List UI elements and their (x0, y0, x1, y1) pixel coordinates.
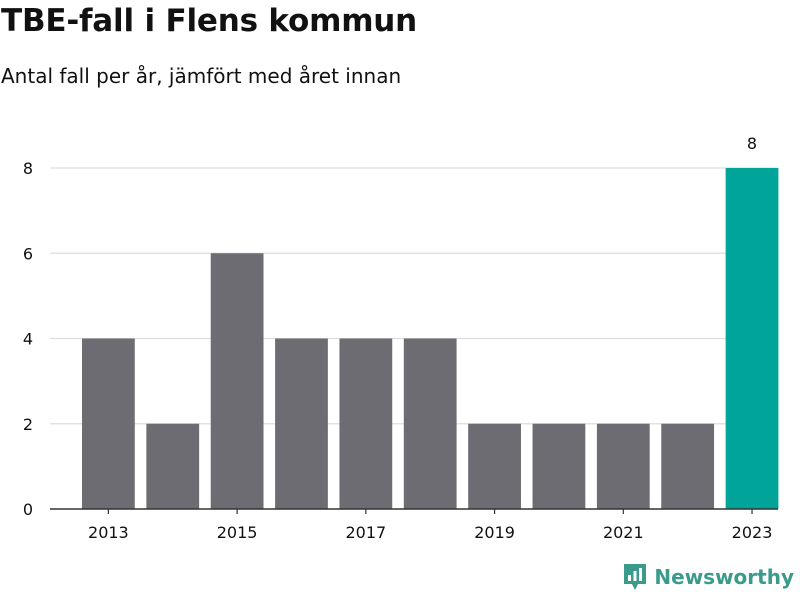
bar-2018 (403, 338, 457, 509)
bar-2013 (82, 338, 135, 509)
y-tick-label: 6 (23, 244, 33, 263)
newsworthy-logo-icon (624, 564, 647, 590)
x-tick-label: 2017 (345, 523, 386, 542)
y-tick-label: 4 (23, 330, 33, 349)
y-tick-label: 2 (23, 415, 33, 434)
y-tick-label: 8 (23, 159, 33, 178)
bar-2019 (468, 423, 521, 509)
bars (82, 168, 779, 509)
bar-2021 (596, 423, 650, 509)
x-tick-label: 2021 (603, 523, 644, 542)
bar-2017 (339, 338, 393, 509)
newsworthy-logo: Newsworthy (622, 562, 794, 592)
chart-title: TBE-fall i Flens kommun (1, 3, 418, 39)
bar-2020 (532, 423, 586, 509)
x-tick-label: 2013 (88, 523, 129, 542)
bar-2016 (275, 338, 328, 509)
x-tick-label: 2023 (732, 523, 773, 542)
labels: 0 2 4 6 8 2013 2015 2017 2019 2021 2023 8 (23, 134, 773, 542)
bar-2014 (146, 423, 200, 509)
data-label: 8 (747, 134, 757, 153)
bar-2023 (725, 168, 779, 509)
y-tick-label: 0 (23, 500, 33, 519)
bar-2022 (661, 423, 715, 509)
bar-2015 (210, 253, 264, 509)
chart-subtitle: Antal fall per år, jämfört med året inna… (1, 64, 402, 88)
axes (50, 508, 778, 514)
x-tick-label: 2019 (474, 523, 515, 542)
bar-chart: 0 2 4 6 8 2013 2015 2017 2019 2021 2023 8 (23, 134, 779, 542)
brand-name: Newsworthy (654, 565, 794, 589)
x-tick-label: 2015 (217, 523, 258, 542)
